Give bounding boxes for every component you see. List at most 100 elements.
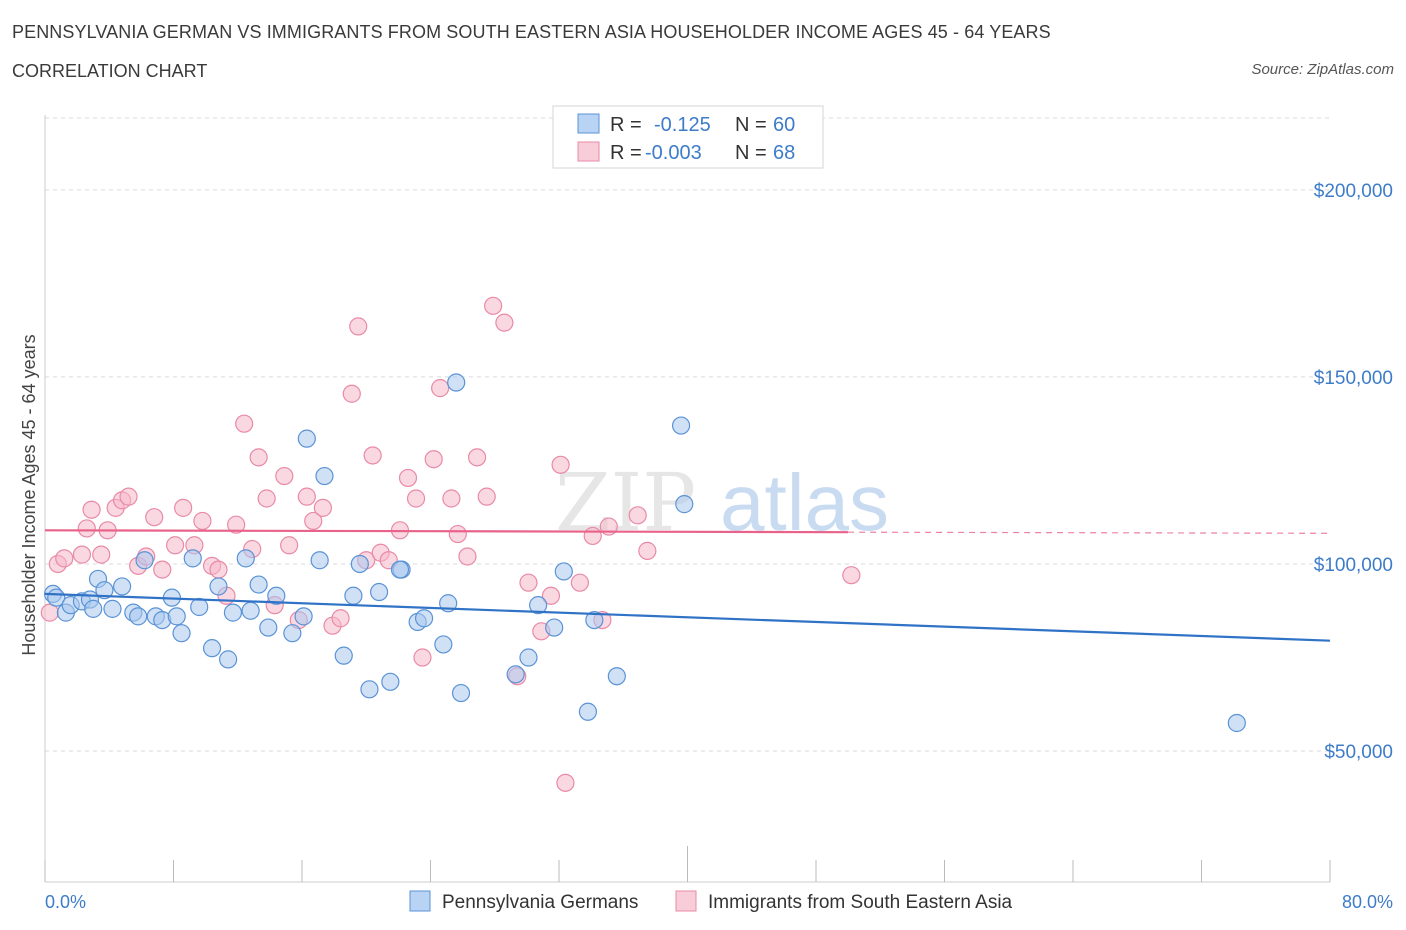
point-blue-32 <box>310 551 329 570</box>
point-pink-67 <box>842 566 861 585</box>
point-pink-54 <box>495 313 514 332</box>
trend-line-pink <box>44 529 849 534</box>
point-pink-32 <box>304 511 323 531</box>
point-blue-53 <box>585 610 604 630</box>
point-pink-4 <box>77 519 96 538</box>
watermark: ZIP atlas <box>555 456 889 549</box>
y-tick-label-3: $50,000 <box>1324 742 1393 763</box>
point-blue-36 <box>350 554 369 574</box>
bottom-legend-swatch-blue <box>409 890 431 912</box>
point-blue-21 <box>209 577 228 596</box>
legend-r-label-pink: R = <box>610 142 642 164</box>
bottom-legend-label-blue: Pennsylvania Germans <box>442 892 638 913</box>
point-pink-65 <box>628 506 647 525</box>
legend-r-value-blue: -0.125 <box>654 114 711 136</box>
y-tick-labels: $200,000 $150,000 $100,000 $50,000 <box>1314 181 1393 763</box>
point-blue-49 <box>529 596 548 615</box>
point-blue-28 <box>267 586 286 605</box>
point-blue-34 <box>334 646 353 665</box>
point-blue-9 <box>112 577 132 596</box>
point-blue-20 <box>202 639 222 658</box>
point-pink-20 <box>209 560 228 579</box>
point-blue-50 <box>545 618 564 637</box>
point-blue-43 <box>434 635 453 654</box>
point-blue-46 <box>451 683 471 703</box>
legend-n-value-blue: 60 <box>773 114 795 136</box>
series-blue-points <box>43 373 1246 733</box>
point-pink-36 <box>342 384 361 403</box>
point-blue-8 <box>103 599 122 618</box>
point-blue-54 <box>607 667 626 686</box>
point-blue-22 <box>219 650 238 669</box>
point-pink-43 <box>398 468 418 488</box>
point-pink-47 <box>431 379 450 398</box>
point-pink-10 <box>119 487 138 506</box>
point-pink-48 <box>442 489 461 508</box>
legend-swatch-pink <box>577 141 600 162</box>
point-blue-33 <box>315 466 334 486</box>
point-pink-51 <box>467 448 487 467</box>
point-blue-59 <box>390 560 410 579</box>
point-blue-47 <box>506 665 525 684</box>
point-pink-2 <box>55 549 74 568</box>
point-blue-26 <box>249 575 268 594</box>
point-pink-59 <box>551 455 570 474</box>
grid-lines <box>45 117 1330 752</box>
point-blue-25 <box>241 601 260 620</box>
legend-n-label-blue: N = <box>735 114 767 136</box>
point-blue-18 <box>183 549 202 568</box>
point-blue-57 <box>1227 713 1246 733</box>
x-tick-max: 80.0% <box>1342 892 1393 912</box>
point-blue-24 <box>236 549 255 568</box>
point-blue-19 <box>190 597 209 617</box>
legend-n-label-pink: N = <box>735 142 767 164</box>
bottom-legend: Pennsylvania Germans Immigrants from Sou… <box>409 890 1013 913</box>
bottom-legend-swatch-pink <box>675 890 697 912</box>
point-pink-26 <box>257 489 276 508</box>
point-pink-13 <box>145 508 164 527</box>
point-pink-35 <box>331 609 350 628</box>
point-pink-50 <box>458 547 477 566</box>
point-blue-51 <box>554 562 573 581</box>
point-pink-61 <box>570 573 589 592</box>
legend-swatch-blue <box>577 113 600 134</box>
legend-r-value-pink: -0.003 <box>645 142 702 164</box>
trend-line-pink-extension <box>848 531 1331 534</box>
point-pink-29 <box>280 536 299 555</box>
point-blue-42 <box>414 609 434 628</box>
trend-line-blue <box>44 592 1331 642</box>
point-blue-12 <box>135 551 154 570</box>
point-pink-14 <box>153 560 172 579</box>
point-blue-35 <box>344 586 363 605</box>
axes <box>44 115 1331 883</box>
point-pink-25 <box>249 448 268 467</box>
point-blue-23 <box>223 603 243 622</box>
point-pink-6 <box>92 545 111 564</box>
point-blue-39 <box>381 672 400 691</box>
point-pink-60 <box>556 773 575 792</box>
point-blue-58 <box>84 599 103 618</box>
point-blue-48 <box>519 648 538 667</box>
point-blue-16 <box>167 607 186 626</box>
point-blue-11 <box>129 607 148 626</box>
point-blue-45 <box>447 373 466 392</box>
point-pink-53 <box>484 296 503 315</box>
point-blue-7 <box>95 581 114 600</box>
point-pink-18 <box>193 511 212 531</box>
point-pink-45 <box>413 648 432 667</box>
point-blue-29 <box>283 624 302 643</box>
point-pink-16 <box>174 498 193 517</box>
point-pink-44 <box>406 489 426 508</box>
point-blue-56 <box>671 416 691 435</box>
point-pink-56 <box>519 573 538 592</box>
point-blue-27 <box>259 618 278 637</box>
bottom-legend-label-pink: Immigrants from South Eastern Asia <box>708 892 1013 913</box>
top-legend: R = -0.125 N = 60 R = -0.003 N = 68 <box>552 105 824 169</box>
y-tick-label-1: $150,000 <box>1314 368 1393 389</box>
point-pink-46 <box>424 450 443 469</box>
series-pink-points <box>40 296 861 792</box>
source-credit: Source: ZipAtlas.com <box>1251 61 1394 78</box>
trend-lines <box>44 529 1331 642</box>
point-pink-5 <box>82 500 101 519</box>
